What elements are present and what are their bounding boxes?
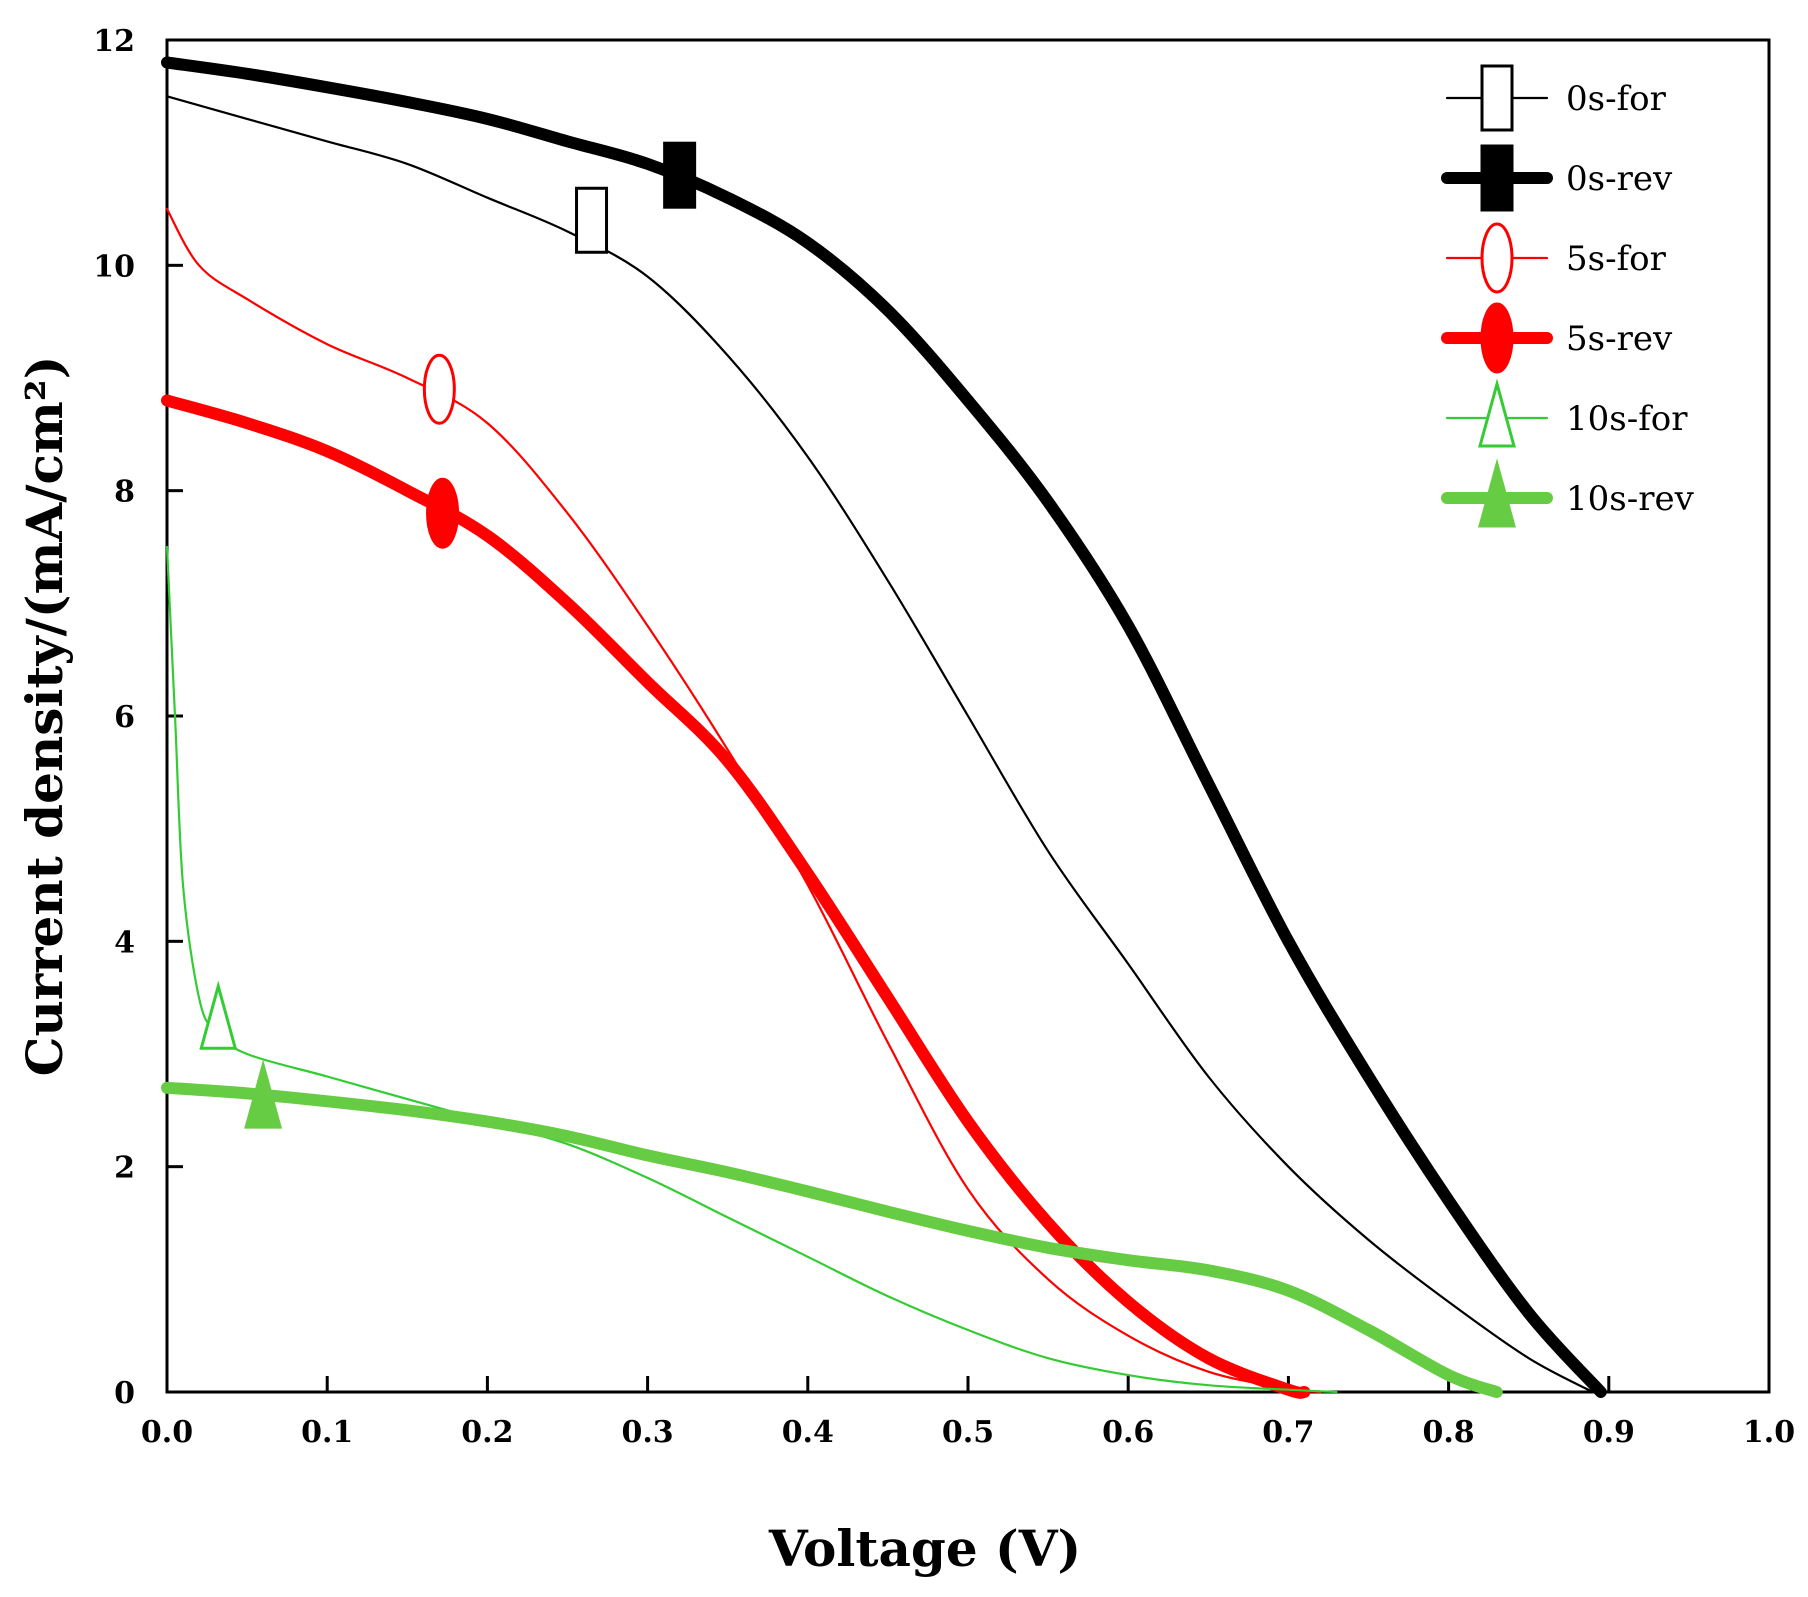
legend-marker-0s-rev	[1480, 144, 1514, 212]
x-tick-label: 0.6	[1102, 1415, 1154, 1450]
series-line-10s-for	[165, 545, 1338, 1394]
x-axis-title: Voltage (V)	[768, 1519, 1081, 1578]
y-tick-label: 10	[93, 249, 135, 284]
legend-label-5s-rev: 5s-rev	[1566, 319, 1673, 359]
legend: 0s-for 0s-rev 5s-for 5s-rev 10s-for 10s-rev	[1441, 64, 1695, 528]
y-axis-title: Current density/(mA/cm²)	[15, 356, 74, 1077]
x-tick-label: 0.0	[141, 1415, 193, 1450]
y-tick-label: 4	[114, 925, 135, 960]
legend-label-10s-rev: 10s-rev	[1566, 479, 1695, 519]
x-tick-label: 0.3	[621, 1415, 673, 1450]
x-axis: 0.0 0.1 0.2 0.3 0.4 0.5 0.6 0.7 0.8 0.9 1.0	[141, 1376, 1795, 1450]
x-tick-label: 0.4	[782, 1415, 834, 1450]
y-tick-label: 12	[93, 24, 135, 59]
x-tick-label: 0.7	[1262, 1415, 1314, 1450]
legend-marker-0s-for	[1480, 64, 1514, 132]
legend-label-0s-rev: 0s-rev	[1566, 159, 1673, 199]
y-axis: 0 2 4 6 8 10 12	[93, 24, 183, 1411]
x-tick-label: 0.1	[301, 1415, 353, 1450]
legend-marker-10s-for	[1478, 378, 1516, 448]
y-tick-label: 8	[114, 475, 135, 510]
legend-label-5s-for: 5s-for	[1566, 239, 1667, 279]
legend-label-0s-for: 0s-for	[1566, 79, 1667, 119]
legend-marker-5s-for	[1480, 222, 1514, 294]
y-tick-label: 6	[114, 700, 135, 735]
x-tick-label: 0.9	[1583, 1415, 1635, 1450]
x-tick-label: 0.2	[461, 1415, 513, 1450]
series-marker-10s-rev	[244, 1059, 283, 1129]
series-line-5s-for	[165, 207, 1322, 1394]
legend-label-10s-for: 10s-for	[1566, 399, 1688, 439]
series-line-0s-for	[165, 95, 1594, 1394]
series-marker-5s-for	[422, 353, 456, 425]
y-tick-label: 0	[114, 1376, 135, 1411]
series-line-0s-rev	[161, 56, 1607, 1398]
series-line-5s-rev	[161, 394, 1311, 1399]
series-line-10s-rev	[161, 1081, 1503, 1398]
x-tick-label: 1.0	[1743, 1415, 1795, 1450]
legend-marker-10s-rev	[1478, 458, 1516, 528]
series-layer	[161, 56, 1607, 1399]
legend-marker-5s-rev	[1480, 302, 1514, 374]
series-marker-10s-for	[199, 980, 238, 1050]
series-marker-0s-rev	[663, 141, 697, 209]
y-tick-label: 2	[114, 1151, 135, 1186]
series-marker-5s-rev	[426, 477, 460, 549]
series-marker-0s-for	[575, 186, 609, 254]
x-tick-label: 0.5	[942, 1415, 994, 1450]
x-tick-label: 0.8	[1422, 1415, 1474, 1450]
